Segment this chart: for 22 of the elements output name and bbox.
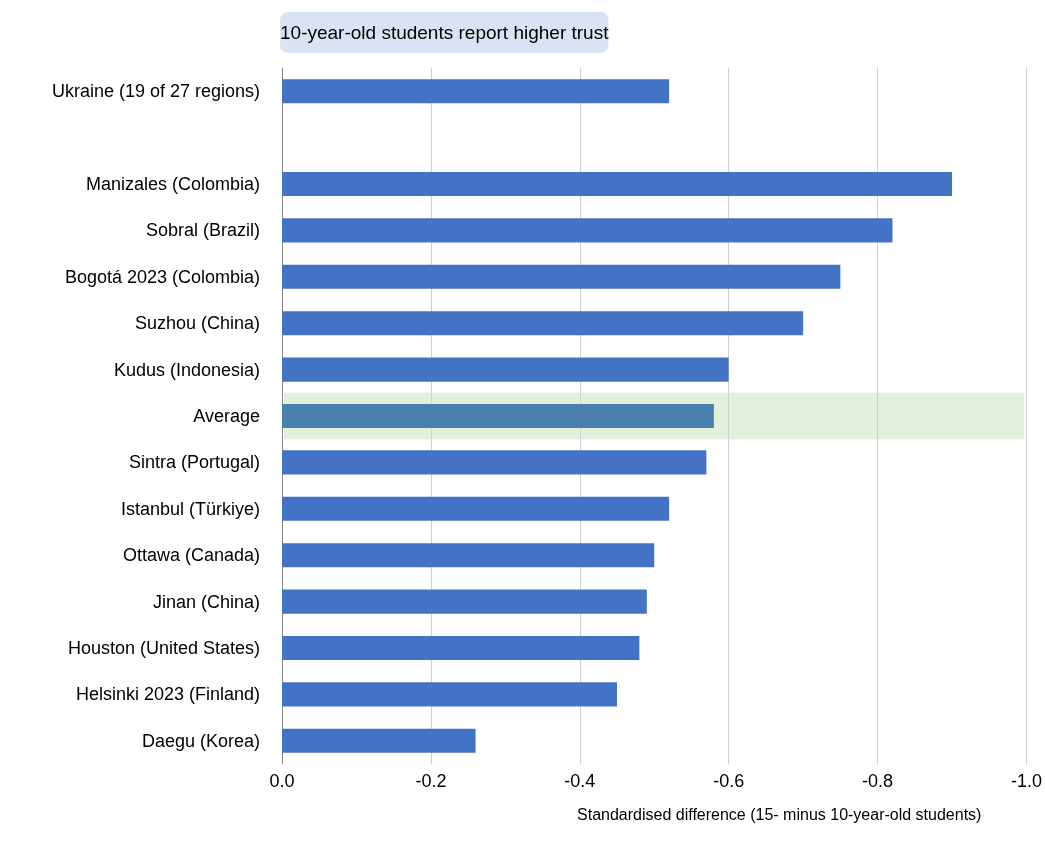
y-tick-label: Manizales (Colombia) (85, 174, 260, 194)
x-tick-label: -0.6 (713, 771, 745, 791)
y-tick-label: Jinan (China) (152, 591, 260, 612)
x-tick-label: 0.0 (269, 771, 295, 791)
y-tick-label: Kudus (Indonesia) (113, 359, 260, 380)
y-tick-label: Istanbul (Türkiye) (120, 498, 260, 519)
y-tick-label: Helsinki 2023 (Finland) (75, 684, 260, 705)
chart-title: 10-year-old students report higher trust (280, 22, 610, 43)
y-tick-label: Sintra (Portugal) (128, 452, 260, 473)
y-tick-label: Sobral (Brazil) (145, 220, 260, 241)
x-tick-label: -1.0 (1010, 771, 1043, 791)
y-tick-label: Ottawa (Canada) (122, 545, 260, 566)
y-tick-label: Average (193, 406, 260, 426)
y-tick-label: Ukraine (19 of 27 regions) (51, 81, 260, 102)
x-tick-label: -0.2 (415, 771, 447, 791)
x-tick-label: -0.4 (564, 771, 596, 791)
y-tick-label: Suzhou (China) (134, 313, 260, 334)
y-tick-label: Houston (United States) (67, 638, 260, 658)
y-tick-label: Daegu (Korea) (141, 730, 260, 751)
x-axis-title: Standardised difference (15- minus 10-year-old students) (577, 805, 982, 823)
y-tick-label: Bogotá 2023 (Colombia) (64, 266, 260, 287)
x-tick-label: -0.8 (862, 771, 894, 791)
